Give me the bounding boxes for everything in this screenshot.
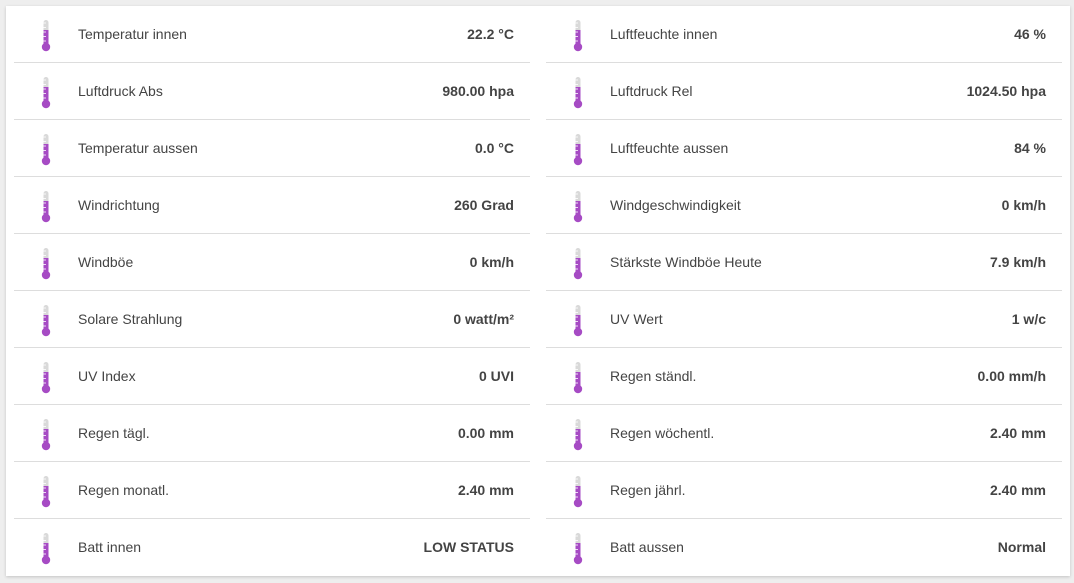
thermometer-icon: [573, 246, 583, 280]
sensor-value: 0 km/h: [1001, 197, 1046, 213]
sensor-value: 980.00 hpa: [442, 83, 514, 99]
sensor-label: Windböe: [78, 254, 134, 270]
sensor-row-regen-taegl[interactable]: Regen tägl. 0.00 mm: [14, 405, 530, 462]
sensor-row-luftdruck-abs[interactable]: Luftdruck Abs 980.00 hpa: [14, 63, 530, 120]
sensor-label: Luftdruck Rel: [610, 83, 693, 99]
thermometer-icon: [41, 75, 51, 109]
thermometer-icon: [573, 18, 583, 52]
sensor-row-uv-index[interactable]: UV Index 0 UVI: [14, 348, 530, 405]
sensor-value: 0 km/h: [469, 254, 514, 270]
thermometer-icon: [41, 303, 51, 337]
thermometer-icon: [41, 189, 51, 223]
thermometer-icon: [41, 474, 51, 508]
sensor-value: 46 %: [1014, 26, 1046, 42]
sensor-row-regen-woechentl[interactable]: Regen wöchentl. 2.40 mm: [546, 405, 1062, 462]
sensor-label: Stärkste Windböe Heute: [610, 254, 762, 270]
sensor-value: 2.40 mm: [989, 482, 1046, 498]
thermometer-icon: [573, 531, 583, 565]
sensor-column-right: Luftfeuchte innen 46 % Luftdruck Rel 1024.5…: [546, 6, 1062, 576]
thermometer-icon: [573, 474, 583, 508]
thermometer-icon: [573, 189, 583, 223]
sensor-label: Temperatur innen: [78, 26, 187, 42]
sensor-value: 260 Grad: [454, 197, 514, 213]
sensor-label: Luftdruck Abs: [78, 83, 163, 99]
sensor-label: Regen wöchentl.: [610, 425, 715, 441]
sensor-row-windboee[interactable]: Windböe 0 km/h: [14, 234, 530, 291]
sensor-row-uv-wert[interactable]: UV Wert 1 w/c: [546, 291, 1062, 348]
sensor-label: Luftfeuchte innen: [610, 26, 718, 42]
thermometer-icon: [41, 132, 51, 166]
thermometer-icon: [573, 132, 583, 166]
sensor-label: Luftfeuchte aussen: [610, 140, 729, 156]
sensor-label: Windrichtung: [78, 197, 160, 213]
thermometer-icon: [573, 417, 583, 451]
sensor-label: Batt innen: [78, 539, 142, 555]
sensor-row-regen-jaehrl[interactable]: Regen jährl. 2.40 mm: [546, 462, 1062, 519]
sensor-label: Regen monatl.: [78, 482, 170, 498]
sensor-label: UV Index: [78, 368, 136, 384]
sensor-row-regen-monatl[interactable]: Regen monatl. 2.40 mm: [14, 462, 530, 519]
sensor-value: 0 UVI: [478, 368, 514, 384]
sensor-row-batt-innen[interactable]: Batt innen LOW STATUS: [14, 519, 530, 576]
sensor-value: 22.2 °C: [467, 26, 514, 42]
sensor-row-regen-staendl[interactable]: Regen ständl. 0.00 mm/h: [546, 348, 1062, 405]
sensor-value: 0.00 mm/h: [977, 368, 1046, 384]
sensor-value: 2.40 mm: [989, 425, 1046, 441]
thermometer-icon: [41, 417, 51, 451]
thermometer-icon: [41, 360, 51, 394]
sensor-value: 7.9 km/h: [989, 254, 1046, 270]
sensor-row-windrichtung[interactable]: Windrichtung 260 Grad: [14, 177, 530, 234]
sensor-row-solare-strahlung[interactable]: Solare Strahlung 0 watt/m²: [14, 291, 530, 348]
sensor-row-luftfeuchte-aussen[interactable]: Luftfeuchte aussen 84 %: [546, 120, 1062, 177]
sensor-row-windgeschwindigkeit[interactable]: Windgeschwindigkeit 0 km/h: [546, 177, 1062, 234]
sensor-column-left: Temperatur innen 22.2 °C Luftdruck Abs 980.…: [14, 6, 530, 576]
sensor-row-batt-aussen[interactable]: Batt aussen Normal: [546, 519, 1062, 576]
sensor-label: Solare Strahlung: [78, 311, 183, 327]
sensor-value: 0.0 °C: [474, 140, 514, 156]
sensor-row-staerkste-windboee-heute[interactable]: Stärkste Windböe Heute 7.9 km/h: [546, 234, 1062, 291]
thermometer-icon: [573, 75, 583, 109]
sensor-label: UV Wert: [610, 311, 663, 327]
thermometer-icon: [41, 246, 51, 280]
sensor-label: Regen tägl.: [78, 425, 150, 441]
sensor-card: Temperatur innen 22.2 °C Luftdruck Abs 980.…: [6, 6, 1070, 576]
sensor-label: Regen ständl.: [610, 368, 697, 384]
thermometer-icon: [41, 531, 51, 565]
sensor-row-temperatur-innen[interactable]: Temperatur innen 22.2 °C: [14, 6, 530, 63]
sensor-label: Batt aussen: [610, 539, 684, 555]
sensor-row-luftfeuchte-innen[interactable]: Luftfeuchte innen 46 %: [546, 6, 1062, 63]
sensor-label: Temperatur aussen: [78, 140, 198, 156]
sensor-row-temperatur-aussen[interactable]: Temperatur aussen 0.0 °C: [14, 120, 530, 177]
sensor-value: 2.40 mm: [457, 482, 514, 498]
sensor-value: 0 watt/m²: [453, 311, 514, 327]
sensor-label: Regen jährl.: [610, 482, 686, 498]
sensor-value: Normal: [997, 539, 1046, 555]
sensor-value: 0.00 mm: [457, 425, 514, 441]
sensor-value: 1 w/c: [1011, 311, 1046, 327]
thermometer-icon: [41, 18, 51, 52]
sensor-row-luftdruck-rel[interactable]: Luftdruck Rel 1024.50 hpa: [546, 63, 1062, 120]
thermometer-icon: [573, 360, 583, 394]
sensor-value: LOW STATUS: [423, 539, 514, 555]
sensor-value: 84 %: [1014, 140, 1046, 156]
sensor-value: 1024.50 hpa: [966, 83, 1046, 99]
sensor-label: Windgeschwindigkeit: [610, 197, 741, 213]
thermometer-icon: [573, 303, 583, 337]
